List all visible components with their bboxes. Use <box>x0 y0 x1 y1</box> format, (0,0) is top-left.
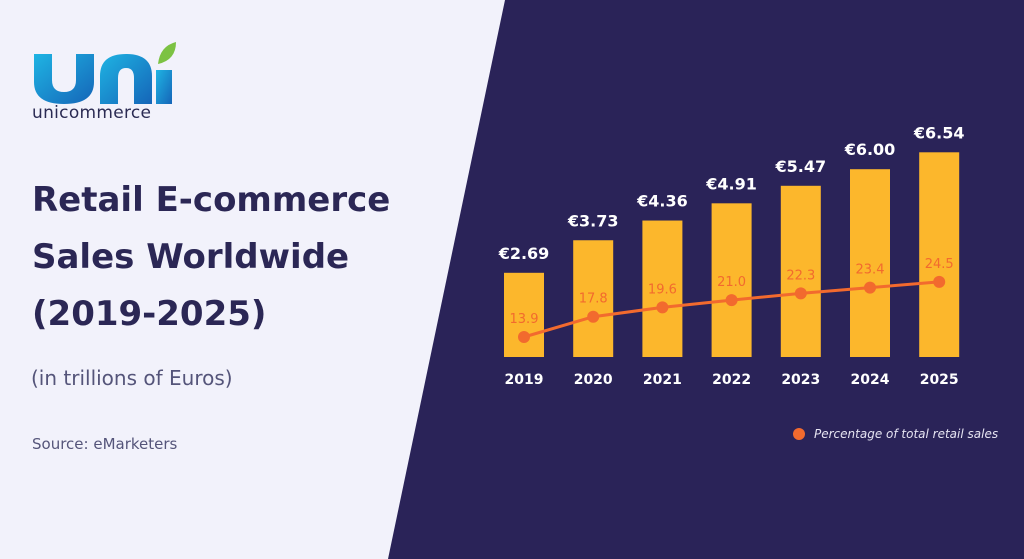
bar-value-label-2022: €4.91 <box>705 174 757 193</box>
pct-point-2025 <box>933 275 946 288</box>
legend-label: Percentage of total retail sales <box>814 427 999 441</box>
labels-layer: €2.69 2019 €3.73 2020 €4.36 2021 €4.91 2022 €5.4… <box>498 123 965 388</box>
pct-value-label-2019: 13.9 <box>510 312 539 327</box>
bar-value-label-2021: €4.36 <box>636 192 688 211</box>
pct-point-2021 <box>656 301 669 314</box>
logo-leaf <box>158 42 176 64</box>
x-tick-label-2020: 2020 <box>574 372 613 388</box>
bar-2023 <box>780 185 821 357</box>
pct-point-2024 <box>864 281 876 294</box>
title-line-2: Sales Worldwide <box>32 237 350 277</box>
pct-value-label-2025: 24.5 <box>925 257 954 272</box>
bar-2022 <box>711 203 752 357</box>
title-line-3: (2019-2025) <box>32 294 267 334</box>
bar-value-label-2025: €6.54 <box>913 123 965 142</box>
bar-2021 <box>642 220 683 357</box>
x-tick-label-2024: 2024 <box>851 372 890 388</box>
pct-value-label-2022: 21.0 <box>717 275 746 290</box>
logo-n-shape <box>100 54 152 104</box>
source-note: Source: eMarketers <box>32 435 178 453</box>
legend-marker-dot <box>793 428 805 440</box>
units-subtitle: (in trillions of Euros) <box>31 366 233 390</box>
pct-value-label-2023: 22.3 <box>786 268 815 283</box>
logo-i-stem <box>156 70 172 104</box>
bar-value-label-2019: €2.69 <box>498 244 550 263</box>
bar-2024 <box>850 169 890 357</box>
dark-panel <box>388 0 1024 559</box>
x-tick-label-2022: 2022 <box>712 372 751 388</box>
x-tick-label-2019: 2019 <box>505 372 544 388</box>
bar-2025 <box>919 152 960 357</box>
pct-point-2023 <box>794 287 807 300</box>
bar-value-label-2020: €3.73 <box>567 211 619 230</box>
line-layer <box>518 275 946 343</box>
pct-point-2020 <box>587 310 600 323</box>
bars-layer <box>504 152 960 357</box>
logo-wordmark: unicommerce <box>32 103 152 123</box>
title-line-1: Retail E-commerce <box>32 180 391 220</box>
bar-value-label-2024: €6.00 <box>844 140 896 159</box>
pct-point-2019 <box>518 331 530 343</box>
x-tick-label-2021: 2021 <box>643 372 682 388</box>
pct-point-2022 <box>725 294 738 307</box>
pct-value-label-2024: 23.4 <box>856 263 885 278</box>
bar-2020 <box>573 240 614 357</box>
pct-value-label-2021: 19.6 <box>648 282 677 297</box>
logo-u-shape <box>34 54 94 104</box>
x-tick-label-2025: 2025 <box>920 372 959 388</box>
bar-value-label-2023: €5.47 <box>774 157 826 176</box>
chart-legend: Percentage of total retail sales <box>793 427 998 441</box>
page-title: Retail E-commerce Sales Worldwide (2019-… <box>32 172 452 343</box>
pct-value-label-2020: 17.8 <box>579 292 608 307</box>
x-tick-label-2023: 2023 <box>781 372 820 388</box>
unicommerce-logo <box>34 42 176 104</box>
